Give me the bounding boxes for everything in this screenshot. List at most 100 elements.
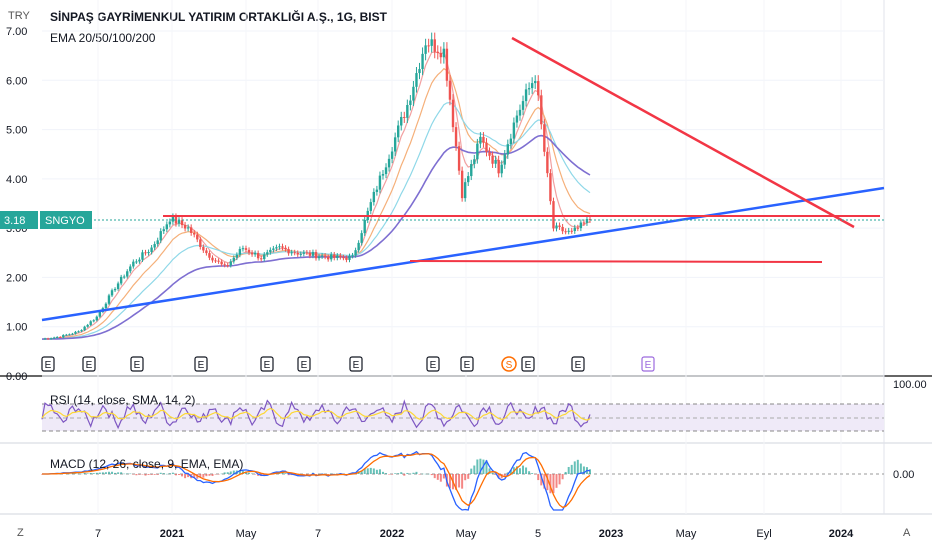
- macd-histogram-bar: [287, 474, 290, 476]
- candle-body: [253, 252, 257, 255]
- candle-body: [579, 222, 583, 229]
- candle-body: [421, 53, 424, 70]
- horizontal-level-lower[interactable]: [409, 260, 823, 263]
- macd-histogram-bar: [403, 474, 406, 476]
- candle-body: [180, 220, 184, 226]
- candle-body: [485, 142, 488, 152]
- candle-body: [503, 154, 506, 165]
- indicator-label[interactable]: EMA 20/50/100/200: [50, 31, 156, 45]
- macd-histogram-bar: [232, 470, 235, 474]
- candle-body: [375, 189, 379, 192]
- earnings-marker[interactable]: [194, 356, 208, 372]
- macd-histogram-bar: [205, 474, 208, 477]
- candle-body: [552, 201, 555, 229]
- candle-body: [186, 227, 190, 229]
- candle-body: [515, 115, 519, 123]
- candle-body: [482, 136, 485, 143]
- macd-histogram-bar: [567, 466, 570, 474]
- candle-body: [561, 226, 564, 232]
- macd-histogram-bar: [397, 473, 400, 474]
- macd-histogram-bar: [369, 467, 372, 474]
- macd-histogram-bar: [458, 474, 461, 488]
- split-marker-label: S: [506, 360, 513, 371]
- y-tick-label: 4.00: [6, 174, 27, 186]
- candle-body: [138, 259, 141, 262]
- macd-label[interactable]: MACD (12, 26, close, 9, EMA, EMA): [50, 457, 243, 471]
- macd-histogram-bar: [400, 472, 403, 474]
- candle-body: [527, 88, 531, 90]
- support-trendline[interactable]: [41, 186, 885, 322]
- y-axis[interactable]: 7.006.005.004.003.002.001.000.00: [6, 26, 27, 383]
- candle-body: [189, 227, 193, 233]
- earnings-marker[interactable]: [521, 356, 535, 372]
- corner-right-label[interactable]: A: [903, 527, 911, 539]
- candle-body: [436, 51, 439, 53]
- zoom-left-button[interactable]: [12, 523, 30, 541]
- earnings-marker[interactable]: [571, 356, 585, 372]
- candle-body: [59, 336, 62, 338]
- macd-histogram-bar: [503, 474, 506, 477]
- candle-body: [582, 222, 586, 224]
- candle-body: [460, 170, 464, 199]
- x-axis[interactable]: 7 2021 May 7 2022 May 5 2023 May Eyl 2024: [95, 528, 854, 540]
- macd-histogram-bar: [305, 474, 308, 475]
- candle-body: [430, 39, 433, 46]
- earnings-marker[interactable]: [130, 356, 144, 372]
- earnings-marker[interactable]: [41, 356, 55, 372]
- macd-histogram-bar: [153, 474, 156, 475]
- earnings-marker[interactable]: [82, 356, 96, 372]
- candle-body: [83, 326, 86, 331]
- rsi-label[interactable]: RSI (14, close, SMA, 14, 2): [50, 393, 195, 407]
- candle-body: [214, 260, 217, 262]
- earnings-marker[interactable]: [460, 356, 474, 372]
- candle-body: [454, 127, 458, 147]
- candle-body: [92, 320, 95, 322]
- macd-histogram-bar: [436, 474, 439, 480]
- macd-histogram-bar: [579, 463, 582, 474]
- x-tick-label: May: [676, 528, 697, 540]
- earnings-marker[interactable]: [349, 356, 363, 372]
- candle-body: [199, 239, 202, 247]
- candle-body: [546, 151, 549, 174]
- macd-histogram-bar: [552, 474, 555, 494]
- candle-body: [168, 221, 172, 225]
- candle-body: [171, 216, 175, 222]
- candle-body: [177, 220, 181, 224]
- candle-body: [534, 81, 537, 84]
- candle-body: [400, 116, 403, 126]
- macd-histogram-bar: [537, 474, 540, 481]
- earnings-marker[interactable]: [297, 356, 311, 372]
- candle-body: [424, 45, 427, 54]
- candle-body: [129, 266, 132, 272]
- macd-histogram-bar: [576, 459, 579, 474]
- macd-histogram-bar: [135, 474, 138, 476]
- macd-histogram-bar: [165, 473, 168, 475]
- candle-body: [86, 324, 89, 327]
- split-marker[interactable]: [501, 356, 517, 372]
- resistance-trendline[interactable]: [511, 36, 855, 229]
- macd-histogram-bar: [330, 473, 333, 475]
- macd-histogram-bar: [582, 466, 585, 474]
- earnings-marker[interactable]: [426, 356, 440, 372]
- macd-histogram-bar: [104, 472, 107, 474]
- earnings-marker[interactable]: [641, 356, 655, 372]
- earnings-marker[interactable]: [260, 356, 274, 372]
- corner-left-label[interactable]: Z: [17, 527, 24, 539]
- candle-body: [153, 244, 156, 248]
- macd-histogram-bar: [114, 472, 117, 474]
- candle-body: [275, 247, 278, 249]
- candle-body: [491, 155, 494, 164]
- candle-body: [281, 246, 284, 248]
- macd-histogram-bar: [497, 474, 500, 479]
- candle-body: [473, 159, 476, 165]
- candle-body: [211, 257, 214, 261]
- candle-body: [290, 252, 293, 254]
- y-tick-label: 5.00: [6, 125, 27, 137]
- macd-histogram-bar: [518, 468, 521, 474]
- candle-body: [311, 252, 315, 256]
- macd-histogram-bar: [515, 466, 518, 474]
- candle-body: [567, 230, 570, 232]
- candle-body: [74, 331, 77, 334]
